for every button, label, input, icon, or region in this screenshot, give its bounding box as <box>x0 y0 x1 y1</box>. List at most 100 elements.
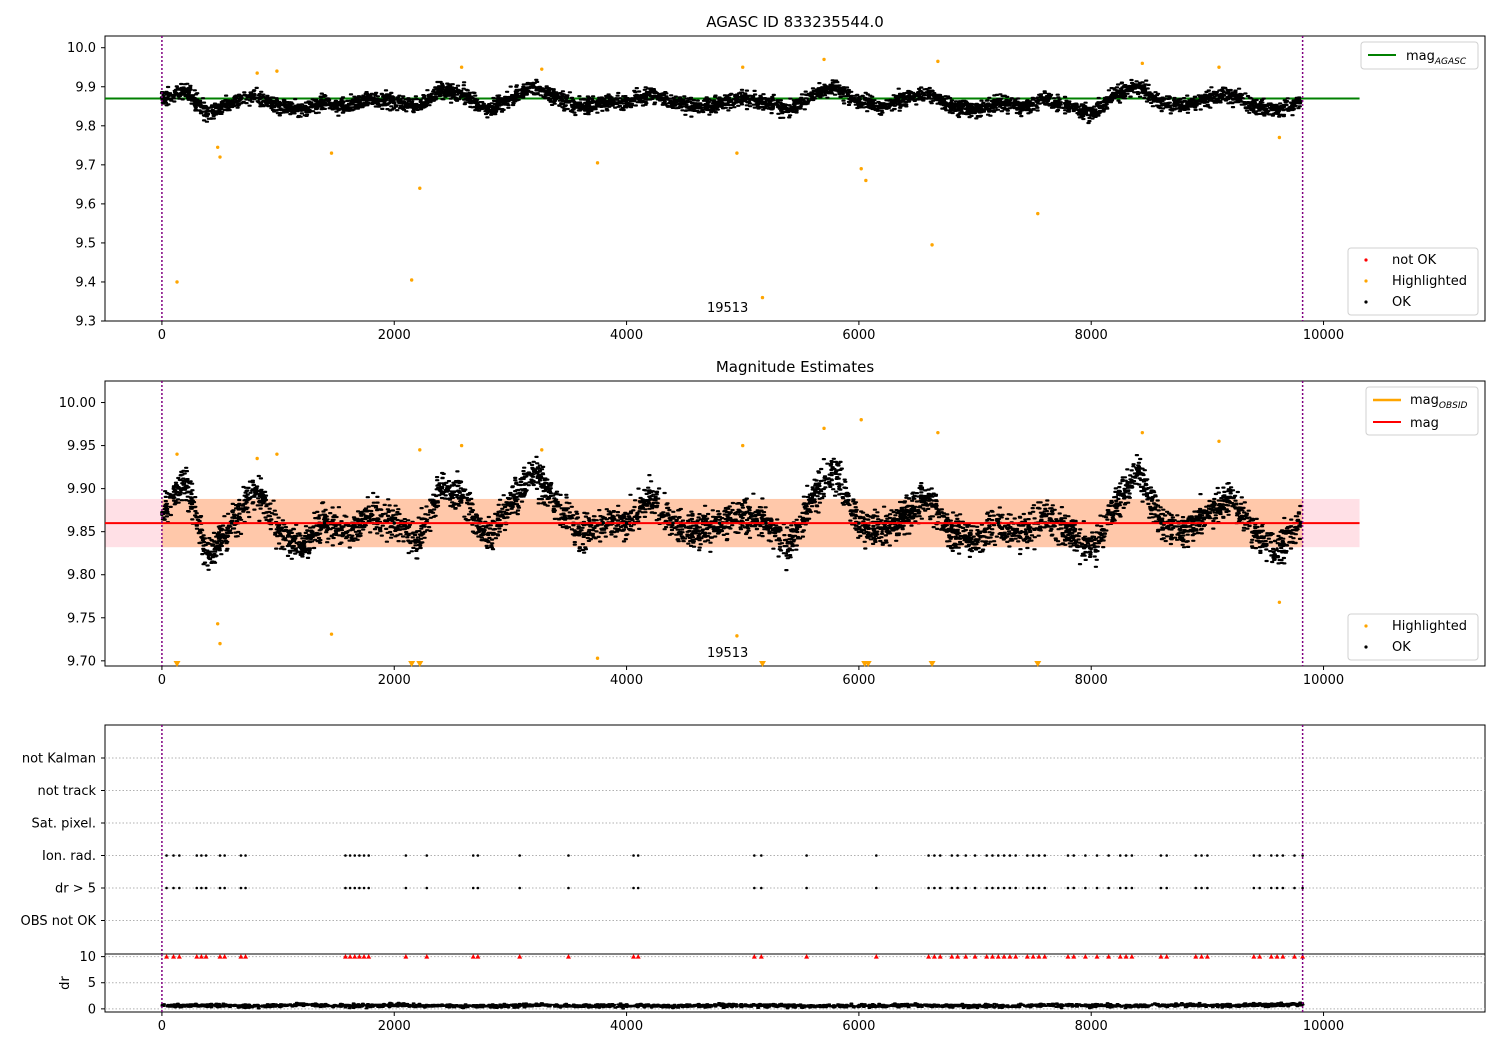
point-ok <box>1275 108 1279 112</box>
flag-point-dr-5 <box>353 886 357 890</box>
flag-point-dr-5 <box>1258 886 1261 890</box>
legend-marker-not-ok <box>1364 258 1368 262</box>
dr-point <box>1229 1004 1233 1008</box>
dr-point <box>718 1003 721 1007</box>
dr-point <box>253 1004 257 1008</box>
x-tick-label: 0 <box>158 328 166 343</box>
dr-clipped-marker <box>758 954 764 959</box>
point-ok <box>880 104 884 108</box>
dr-point <box>764 1004 768 1008</box>
flag-point-ion-rad- <box>200 854 203 857</box>
point-ok <box>1112 504 1117 508</box>
point-ok <box>346 529 350 534</box>
flag-point-dr-5 <box>1014 886 1018 890</box>
obsid-boundaries <box>161 381 1304 666</box>
flag-point-dr-5 <box>195 886 199 890</box>
legend-lower[interactable]: Highlighted OK <box>1347 613 1479 661</box>
dr-points <box>160 954 1306 1010</box>
legend-upper[interactable]: magOBSID mag <box>1365 386 1479 436</box>
panel-title: Magnitude Estimates <box>716 358 874 376</box>
dr-clipped-marker <box>804 954 810 959</box>
point-highlighted <box>418 448 422 452</box>
dr-clipped-marker <box>1268 954 1274 959</box>
point-ok <box>741 512 745 517</box>
point-ok <box>276 529 280 534</box>
flag-point-dr-5 <box>1281 886 1285 890</box>
dr-point <box>439 1004 443 1008</box>
flag-point-dr-5 <box>1072 886 1076 890</box>
point-ok <box>857 521 861 525</box>
dr-clipped-marker <box>203 954 209 959</box>
dr-clipped-marker <box>361 954 367 959</box>
dr-clipped-marker <box>873 954 879 959</box>
legend-marker-highlighted <box>1364 624 1368 628</box>
flag-point-ion-rad- <box>1031 854 1035 857</box>
dr-clipped-marker <box>1257 954 1263 959</box>
flag-row-label: dr > 5 <box>55 882 96 897</box>
legend-marker-ok <box>1364 645 1368 649</box>
point-ok <box>1205 512 1210 517</box>
point-ok <box>601 521 606 525</box>
flag-point-ion-rad- <box>991 854 994 857</box>
flag-row-label: not Kalman <box>22 752 96 767</box>
legend-upper[interactable]: magAGASC <box>1360 41 1479 70</box>
flag-point-ion-rad- <box>1200 854 1203 857</box>
flag-point-dr-5 <box>204 886 208 890</box>
flag-point-ion-rad- <box>1072 854 1076 857</box>
point-ok <box>508 504 513 508</box>
point-ok <box>183 88 187 93</box>
x-axis: 0 2000 4000 6000 8000 10000 <box>158 1012 1344 1034</box>
dr-point <box>1043 1003 1047 1007</box>
point-ok <box>253 486 257 491</box>
point-ok <box>1205 96 1210 101</box>
flag-point-dr-5 <box>244 886 247 890</box>
point-highlighted <box>735 151 739 155</box>
point-ok <box>810 92 815 97</box>
y-tick-label: 9.70 <box>67 654 96 669</box>
point-ok <box>1019 529 1024 534</box>
x-axis: 0 2000 4000 6000 8000 10000 <box>158 666 1344 688</box>
y-tick-label: 10.00 <box>59 396 96 411</box>
dr-clipped-marker <box>989 954 995 959</box>
obsid-boundaries <box>161 954 1304 1012</box>
legend-frame <box>1347 247 1479 316</box>
y-tick-label: 10 <box>79 950 96 965</box>
point-highlighted <box>1217 439 1221 443</box>
point-highlighted <box>275 69 279 73</box>
dr-clipped-marker <box>751 954 757 959</box>
point-ok <box>996 100 1000 105</box>
point-ok <box>392 521 396 525</box>
flag-point-ion-rad- <box>1107 854 1110 857</box>
point-ok <box>950 104 954 108</box>
dr-point <box>485 1004 489 1008</box>
flag-row-label: not track <box>37 784 96 799</box>
flag-point-dr-5 <box>1084 886 1087 890</box>
flag-point-dr-5 <box>344 886 347 890</box>
dr-clipped-marker <box>342 954 348 959</box>
legend-label-mag: mag <box>1410 416 1439 431</box>
point-highlighted <box>930 243 934 247</box>
dr-point <box>1136 1004 1140 1008</box>
y-tick-label: 9.90 <box>67 482 96 497</box>
flag-point-dr-5 <box>1269 886 1273 890</box>
obsid-label: 19513 <box>707 646 748 661</box>
flag-point-ion-rad- <box>1014 854 1018 857</box>
flag-point-dr-5 <box>239 886 243 890</box>
flag-point-ion-rad- <box>1269 854 1273 857</box>
flag-point-ion-rad- <box>404 854 408 857</box>
legend-label-ok: OK <box>1392 640 1411 655</box>
point-ok <box>276 104 280 108</box>
legend-lower[interactable]: not OK Highlighted OK <box>1347 247 1479 316</box>
point-ok <box>578 104 582 108</box>
panel-title: AGASC ID 833235544.0 <box>706 13 884 31</box>
agasc-magnitude-panel: AGASC ID 833235544.0 0 2000 4000 6000 8000 10… <box>67 13 1486 343</box>
flag-point-ion-rad- <box>636 854 640 857</box>
flag-point-ion-rad- <box>1037 854 1041 857</box>
dr-clipped-marker <box>1274 954 1280 959</box>
point-ok <box>903 512 908 517</box>
dr-clipped-marker <box>1204 954 1210 959</box>
point-highlighted <box>255 456 259 461</box>
dr-point <box>206 1003 210 1007</box>
y-tick-label: 10.0 <box>67 41 96 56</box>
dr-clipped-marker <box>217 954 223 959</box>
